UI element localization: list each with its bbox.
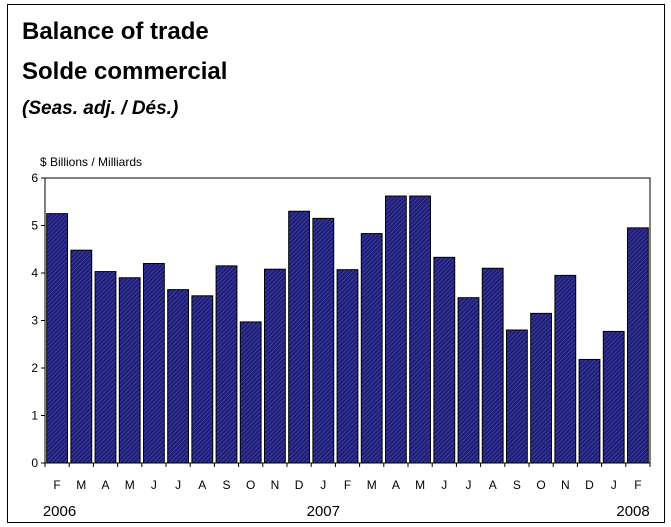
x-tick-label: J [175,478,181,492]
chart-subtitle: Solde commercial [22,58,228,85]
bar [505,329,528,464]
x-tick-label: J [320,478,326,492]
bar [457,297,480,464]
x-tick-label: A [392,478,400,492]
bar [384,195,407,464]
bar [481,267,504,464]
y-tick-label: 1 [31,409,38,423]
bar [312,217,335,464]
x-tick-label: A [198,478,206,492]
bar [70,249,93,464]
x-tick-label: N [271,478,280,492]
x-tick-label: J [441,478,447,492]
x-tick-label: M [415,478,425,492]
x-tick-label: J [151,478,157,492]
x-tick-label: D [295,478,304,492]
x-tick-label: A [489,478,497,492]
chart-title: Balance of trade [22,18,209,45]
seasonal-adjustment-note: (Seas. adj. / Dés.) [22,98,179,119]
bar [409,195,432,464]
bar [263,268,286,464]
y-tick-label: 2 [31,361,38,375]
x-tick-label: F [344,478,351,492]
bar [167,289,190,464]
bar [288,210,311,464]
bar [530,312,553,464]
bar [578,358,601,464]
x-tick-label: S [222,478,230,492]
x-year-label: 2007 [307,503,340,520]
x-year-label: 2006 [43,503,76,520]
x-tick-label: J [611,478,617,492]
x-tick-label: J [466,478,472,492]
x-year-label: 2008 [616,503,649,520]
y-axis-unit-label: $ Billions / Milliards [40,155,143,169]
x-tick-label: M [125,478,135,492]
x-tick-label: M [76,478,86,492]
bar [94,271,117,464]
y-tick-label: 6 [31,171,38,185]
bar [239,321,262,464]
y-tick-label: 4 [31,266,38,280]
x-tick-label: F [53,478,60,492]
bar [191,295,214,464]
y-tick-label: 0 [31,456,38,470]
x-tick-label: F [634,478,641,492]
bar [118,277,141,464]
bar [602,330,625,464]
y-tick-label: 5 [31,219,38,233]
x-tick-label: O [246,478,255,492]
bar [360,233,383,464]
bar [142,263,165,464]
bar [433,256,456,464]
x-tick-label: N [561,478,570,492]
x-tick-label: O [536,478,545,492]
x-tick-label: D [585,478,594,492]
x-tick-label: M [367,478,377,492]
y-tick-label: 3 [31,314,38,328]
bar [554,274,577,464]
x-tick-label: A [101,478,109,492]
bar [626,227,649,464]
bar [215,265,238,464]
bar [336,269,359,464]
bar [46,213,69,464]
x-tick-label: S [513,478,521,492]
